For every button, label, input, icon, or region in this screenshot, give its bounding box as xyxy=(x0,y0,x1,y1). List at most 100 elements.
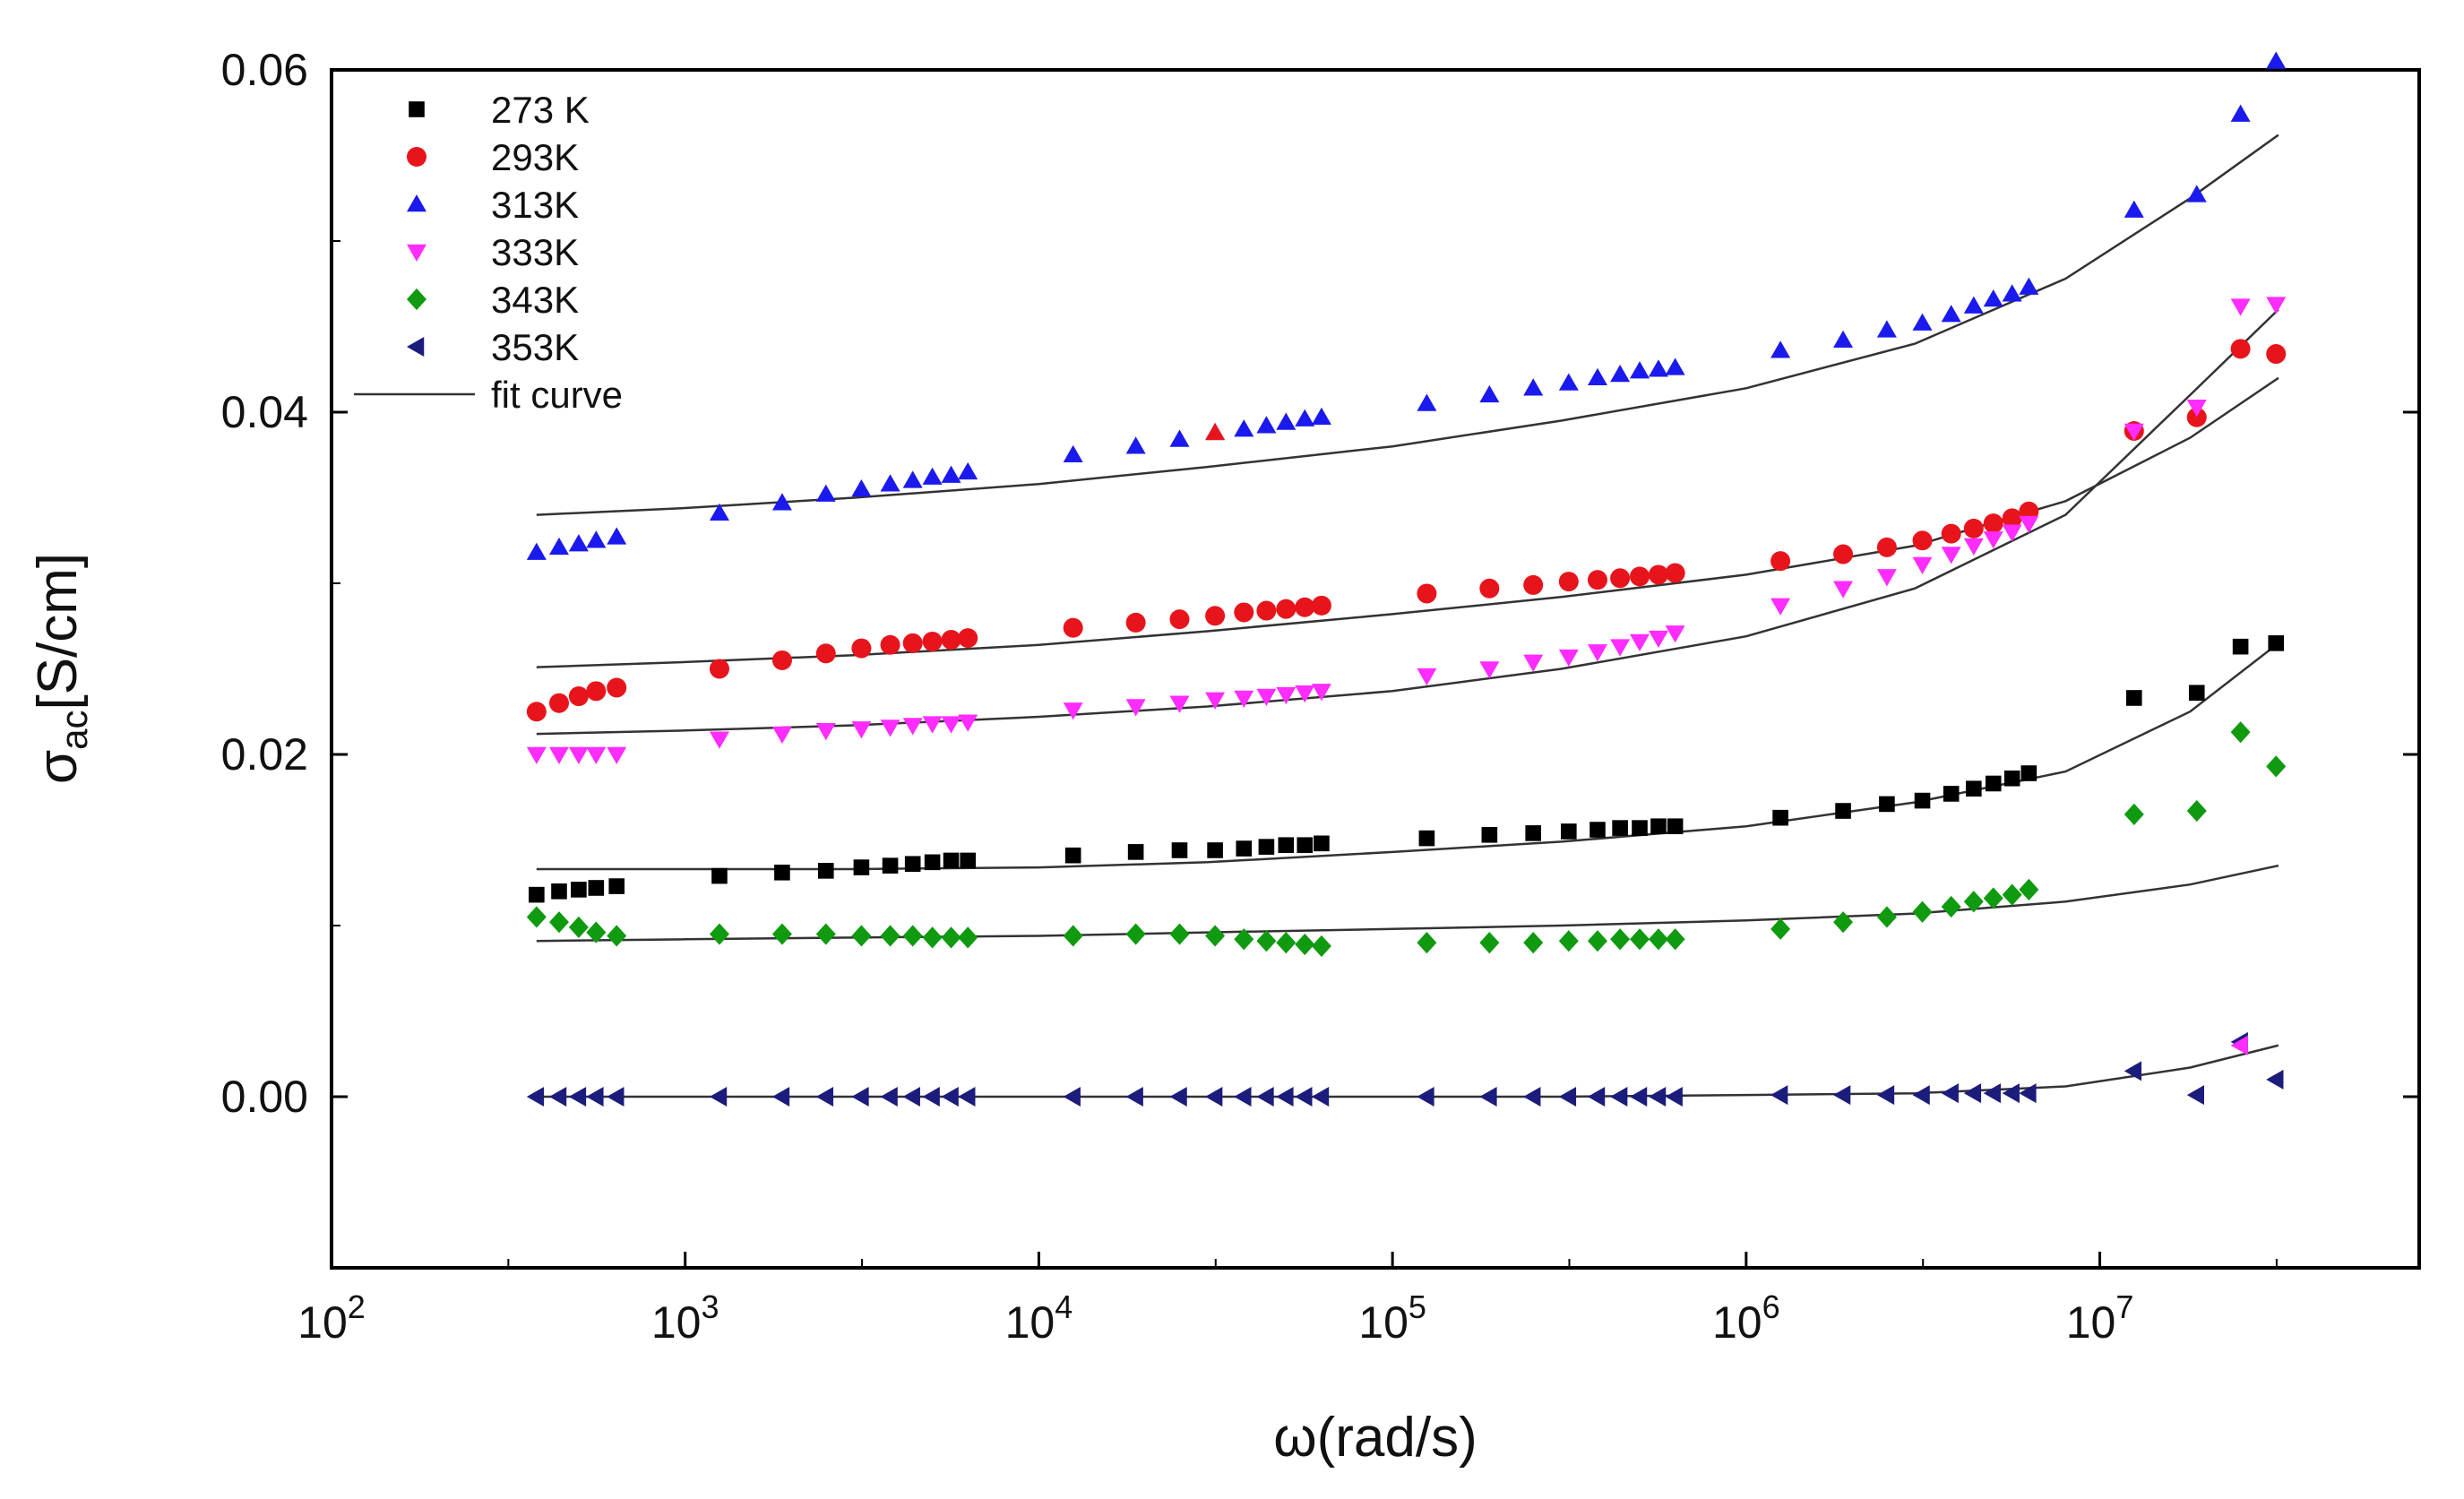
data-point xyxy=(2230,104,2251,122)
data-point xyxy=(2124,200,2144,218)
data-point xyxy=(1276,686,1297,705)
x-tick-base: 10 xyxy=(1358,1297,1409,1348)
data-point xyxy=(1125,612,1146,633)
data-point xyxy=(815,723,836,741)
data-point xyxy=(1665,358,1685,375)
data-point xyxy=(771,923,792,945)
data-point xyxy=(2186,400,2207,418)
data-point xyxy=(1912,556,1933,574)
data-point xyxy=(1125,436,1146,454)
data-point xyxy=(568,686,589,707)
data-point xyxy=(709,923,729,945)
fit-curve-313k xyxy=(536,134,2279,516)
data-point xyxy=(902,633,923,653)
data-point xyxy=(771,1087,790,1107)
data-point xyxy=(1648,1087,1667,1107)
data-point xyxy=(1063,1087,1081,1107)
data-point xyxy=(1772,809,1788,826)
data-point xyxy=(1912,900,1933,923)
data-point xyxy=(1311,595,1331,616)
legend-item-333k: 333K xyxy=(407,231,579,273)
data-point xyxy=(2019,1083,2037,1104)
x-tick-label: 102 xyxy=(297,1288,366,1348)
data-point xyxy=(2230,721,2251,744)
data-point xyxy=(902,1087,920,1107)
series-343k xyxy=(526,721,2287,958)
data-point xyxy=(548,1087,567,1107)
data-point xyxy=(1063,444,1083,462)
data-point xyxy=(880,634,900,655)
data-point xyxy=(2002,284,2022,302)
data-point xyxy=(1876,569,1897,587)
data-point xyxy=(1630,928,1650,951)
x-tick-base: 10 xyxy=(1712,1297,1762,1348)
data-point xyxy=(958,714,978,732)
data-point xyxy=(1665,563,1685,583)
data-point xyxy=(1985,775,2002,792)
data-point xyxy=(1612,820,1628,836)
data-point xyxy=(1912,313,1933,331)
data-point xyxy=(1064,847,1081,864)
data-point xyxy=(1610,928,1631,951)
data-point xyxy=(815,484,836,502)
data-point xyxy=(958,1087,976,1107)
data-point xyxy=(902,925,923,947)
data-point xyxy=(851,925,872,947)
series-313k xyxy=(526,51,2287,560)
data-point xyxy=(922,631,943,651)
data-point xyxy=(1558,1087,1577,1107)
data-point xyxy=(1879,796,1895,813)
data-point xyxy=(568,916,589,939)
data-point xyxy=(1234,928,1254,951)
data-point xyxy=(815,1087,834,1107)
data-point xyxy=(1770,1085,1788,1106)
data-point xyxy=(853,859,870,875)
data-point xyxy=(1418,830,1435,847)
legend-item-343k: 343K xyxy=(407,279,579,321)
data-point xyxy=(709,503,729,521)
data-point xyxy=(1966,780,1982,797)
x-tick-base: 10 xyxy=(651,1297,702,1348)
data-point xyxy=(941,465,961,483)
data-point xyxy=(2020,765,2038,781)
data-point xyxy=(1523,1087,1541,1107)
series-333k xyxy=(526,297,2287,764)
data-point xyxy=(1417,668,1437,686)
data-point xyxy=(1833,1085,1851,1106)
data-point xyxy=(1833,911,1854,934)
x-tick-base: 10 xyxy=(297,1297,348,1348)
data-point xyxy=(1523,654,1544,672)
data-point xyxy=(1650,818,1667,835)
data-point xyxy=(1479,1087,1497,1107)
data-point xyxy=(1983,289,2003,307)
data-point xyxy=(1941,547,1961,564)
data-point xyxy=(586,681,607,702)
data-point xyxy=(815,643,836,664)
data-point xyxy=(2125,690,2142,706)
data-point xyxy=(2002,883,2022,906)
data-point xyxy=(2124,803,2144,825)
x-tick-label: 103 xyxy=(651,1288,719,1348)
data-point xyxy=(1234,419,1254,437)
data-point xyxy=(2186,799,2207,823)
data-point xyxy=(607,677,627,698)
data-point xyxy=(2019,878,2039,900)
data-point xyxy=(1205,606,1226,626)
data-point xyxy=(1770,340,1791,358)
plot-frame xyxy=(330,68,2421,1270)
data-point xyxy=(1169,609,1190,630)
data-point xyxy=(771,726,792,745)
data-point xyxy=(1983,1083,2001,1104)
x-axis-title: ω(rad/s) xyxy=(1273,1407,1478,1469)
data-point xyxy=(943,852,960,869)
data-point xyxy=(2230,339,2251,359)
data-point xyxy=(1587,644,1607,662)
data-point xyxy=(1523,574,1544,595)
data-point xyxy=(922,467,943,485)
data-point xyxy=(568,746,589,764)
data-point xyxy=(709,731,729,749)
data-point xyxy=(526,1087,545,1107)
data-point xyxy=(1314,835,1330,852)
data-point xyxy=(2124,423,2144,442)
data-point xyxy=(1417,393,1437,411)
